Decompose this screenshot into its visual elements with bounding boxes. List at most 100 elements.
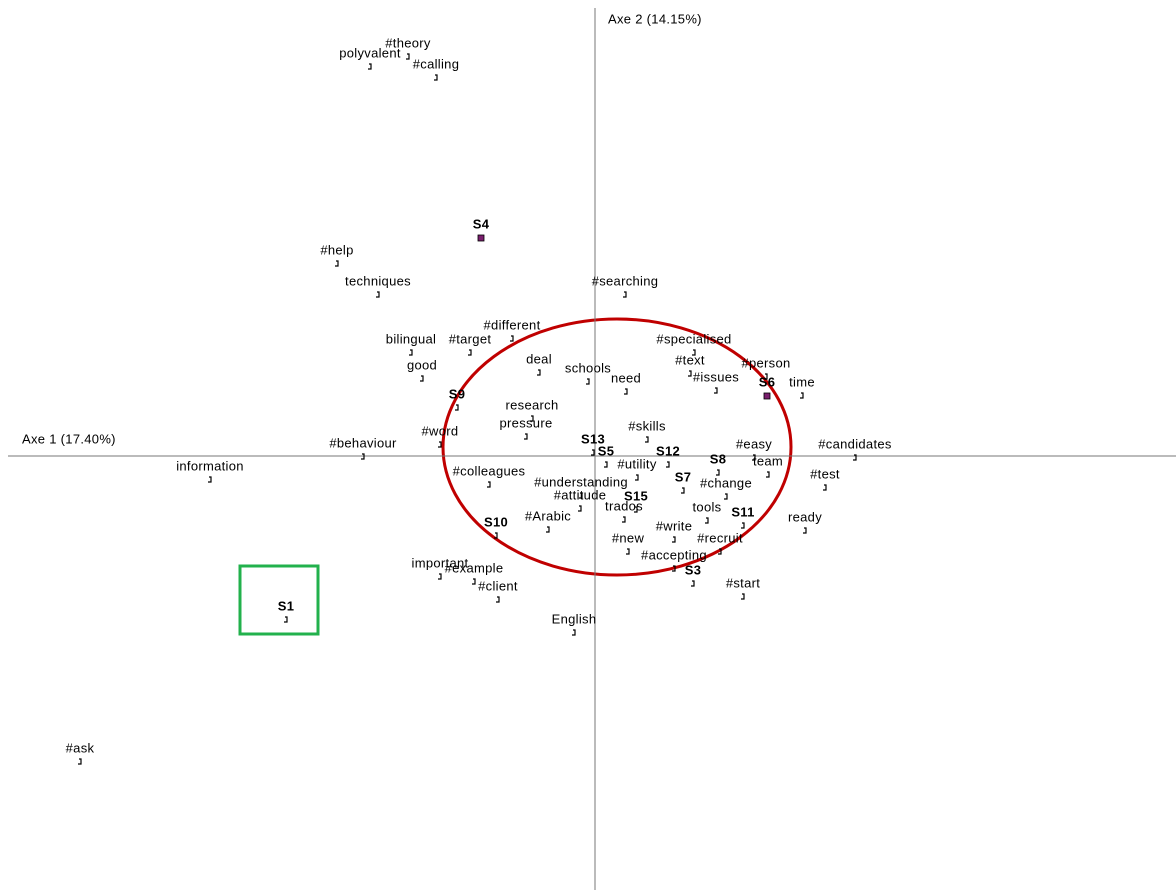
point-label: #searching xyxy=(592,273,659,288)
point xyxy=(714,387,718,394)
y-axis-label: Axe 2 (14.15%) xyxy=(608,11,702,26)
point-label: #Arabic xyxy=(525,508,571,523)
point xyxy=(741,593,745,600)
point-label: important xyxy=(412,555,469,570)
point-label: #utility xyxy=(617,456,656,471)
point-label: #help xyxy=(320,242,353,257)
point xyxy=(368,63,372,70)
point-label: S5 xyxy=(598,443,615,458)
point xyxy=(510,335,514,342)
point xyxy=(853,454,857,461)
point-label: S13 xyxy=(581,431,605,446)
point xyxy=(764,373,768,380)
point xyxy=(586,378,590,385)
point xyxy=(622,516,626,523)
point xyxy=(634,506,638,513)
point xyxy=(537,369,541,376)
point xyxy=(78,758,82,765)
point xyxy=(472,578,476,585)
point xyxy=(572,629,576,636)
point-label: #easy xyxy=(736,436,772,451)
point xyxy=(724,493,728,500)
highlight-ellipse xyxy=(441,317,793,577)
point-label: ready xyxy=(788,509,822,524)
point xyxy=(623,291,627,298)
point-label: pressure xyxy=(500,415,553,430)
point xyxy=(579,492,583,499)
point-label: #target xyxy=(449,331,492,346)
point xyxy=(604,461,608,468)
x-axis-label: Axe 1 (17.40%) xyxy=(22,431,116,446)
point-label: S10 xyxy=(484,514,508,529)
point-label: S7 xyxy=(675,469,692,484)
point xyxy=(591,449,595,456)
point-label: #attitude xyxy=(554,487,607,502)
point-label: tools xyxy=(693,499,722,514)
point-label: #specialised xyxy=(656,331,731,346)
point xyxy=(335,260,339,267)
point xyxy=(434,74,438,81)
point xyxy=(420,375,424,382)
point xyxy=(672,536,676,543)
point-label: #recruit xyxy=(697,530,743,545)
point xyxy=(672,565,676,572)
point xyxy=(635,474,639,481)
point xyxy=(477,234,485,242)
point-label: #new xyxy=(612,530,645,545)
point xyxy=(494,532,498,539)
point-label: #behaviour xyxy=(329,435,397,450)
point-label: #calling xyxy=(413,56,459,71)
point xyxy=(376,291,380,298)
point-label: #change xyxy=(700,475,752,490)
point-label: S8 xyxy=(710,451,727,466)
point-label: S9 xyxy=(449,386,466,401)
point-label: techniques xyxy=(345,273,411,288)
point-label: #theory xyxy=(385,35,431,50)
point xyxy=(718,548,722,555)
point xyxy=(823,484,827,491)
point xyxy=(284,616,288,623)
point xyxy=(626,548,630,555)
point xyxy=(468,349,472,356)
point xyxy=(716,469,720,476)
point-label: #start xyxy=(726,575,760,590)
point xyxy=(409,349,413,356)
point-label: S1 xyxy=(278,598,295,613)
point xyxy=(705,517,709,524)
point-label: #skills xyxy=(628,418,666,433)
point-label: S11 xyxy=(731,504,754,519)
point-label: #word xyxy=(422,423,459,438)
point-label: bilingual xyxy=(386,331,436,346)
point-label: #different xyxy=(484,317,541,332)
point xyxy=(406,53,410,60)
point-label: information xyxy=(176,458,244,473)
point-label: S4 xyxy=(473,216,490,231)
point-label: time xyxy=(789,374,815,389)
point xyxy=(752,454,756,461)
point xyxy=(766,471,770,478)
point xyxy=(666,461,670,468)
point-label: S6 xyxy=(759,374,776,389)
point-label: S15 xyxy=(624,488,648,503)
point xyxy=(208,476,212,483)
point xyxy=(455,404,459,411)
point xyxy=(496,596,500,603)
point xyxy=(741,522,745,529)
point xyxy=(361,453,365,460)
point xyxy=(803,527,807,534)
point-label: research xyxy=(506,397,559,412)
point-label: #colleagues xyxy=(453,463,526,478)
point xyxy=(681,487,685,494)
point-label: need xyxy=(611,370,641,385)
point-label: #test xyxy=(810,466,840,481)
point xyxy=(692,349,696,356)
point xyxy=(691,580,695,587)
point xyxy=(530,415,534,422)
point-label: schools xyxy=(565,360,611,375)
point-label: #client xyxy=(478,578,518,593)
point-label: English xyxy=(552,611,597,626)
point-label: #write xyxy=(656,518,692,533)
point xyxy=(546,526,550,533)
point-label: S3 xyxy=(685,562,702,577)
point-label: S12 xyxy=(656,443,680,458)
